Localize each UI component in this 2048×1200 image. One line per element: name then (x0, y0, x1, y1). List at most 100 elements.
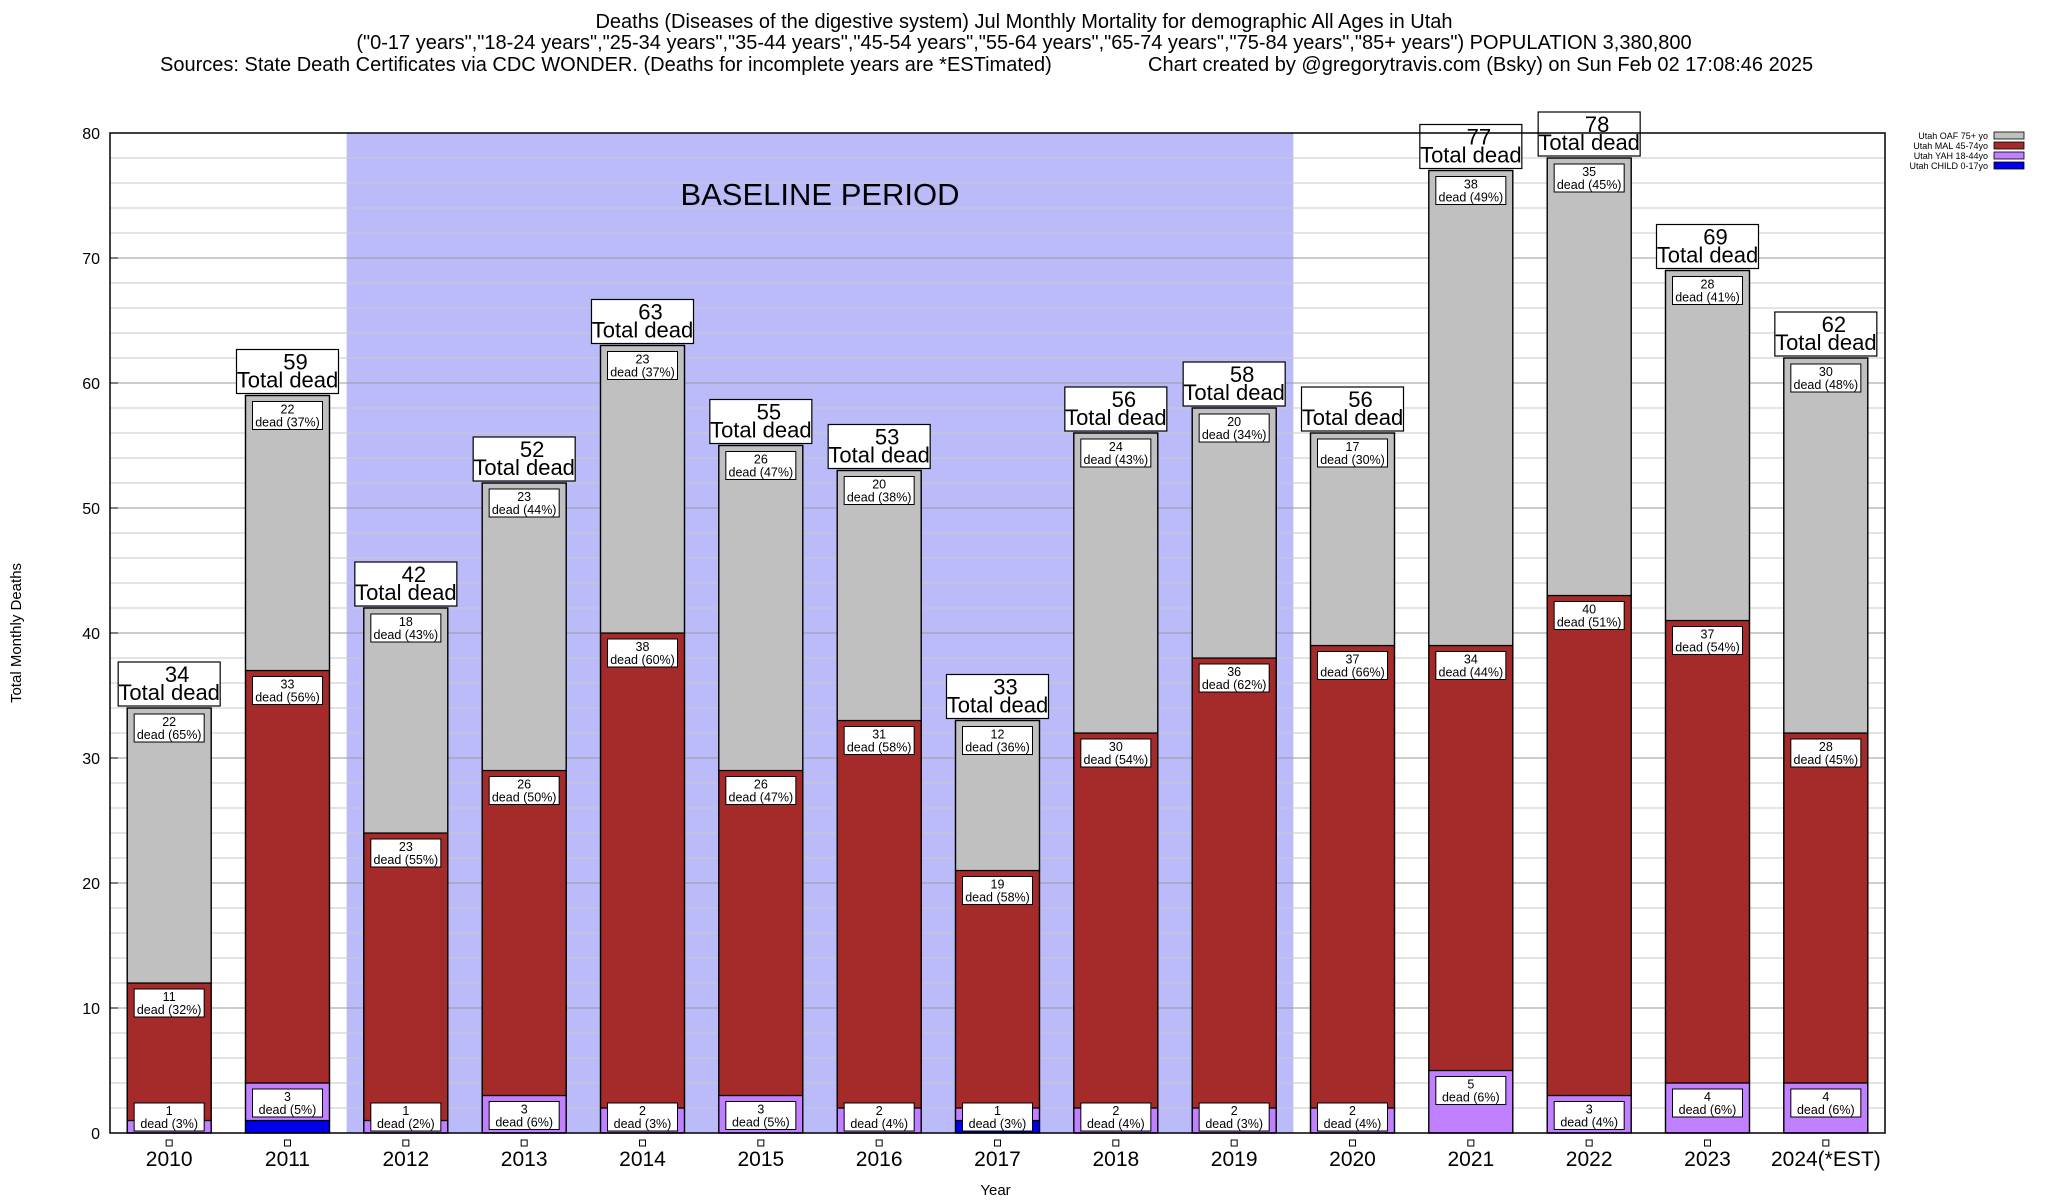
segment-label-box (133, 1102, 205, 1132)
bar-segment (1073, 432, 1159, 734)
base-marker (165, 1139, 173, 1147)
segment-label-box (488, 488, 560, 518)
legend-label: Utah OAF 75+ yo (1918, 131, 1988, 141)
segment-label-box (1317, 1102, 1388, 1132)
segment-label-percent: dead (58%) (847, 741, 912, 755)
bar-segment (363, 832, 449, 1122)
segment-label-percent: dead (51%) (1557, 616, 1622, 630)
segment-label-percent: dead (45%) (1557, 178, 1622, 192)
segment-label-percent: dead (55%) (374, 853, 439, 867)
segment-label-count: 19 (991, 878, 1005, 892)
bar-segment (244, 1119, 331, 1134)
total-label-box (945, 673, 1050, 720)
total-label-suffix: Total dead (592, 318, 694, 343)
segment-label-count: 1 (166, 1104, 173, 1118)
total-label-box (1537, 111, 1641, 157)
segment-label-box (962, 726, 1033, 755)
segment-label-box (488, 776, 560, 805)
bar-segment (126, 707, 212, 984)
segment-label-percent: dead (44%) (492, 503, 557, 517)
segment-label-count: 4 (1822, 1090, 1829, 1104)
x-tick-label: 2013 (501, 1148, 548, 1171)
y-axis-label: Total Monthly Deaths (8, 563, 25, 703)
x-tick-label: 2011 (265, 1148, 310, 1171)
segment-label-box (370, 613, 442, 643)
plot-frame (109, 132, 1886, 1134)
base-marker (1704, 1139, 1711, 1147)
chart-title: Deaths (Diseases of the digestive system… (0, 12, 2048, 54)
segment-label-count: 3 (284, 1090, 291, 1104)
segment-label-count: 36 (1227, 665, 1241, 679)
x-tick-label: 2017 (974, 1148, 1021, 1171)
total-label-value: 56 (1112, 387, 1136, 412)
segment-label-box (1790, 1088, 1862, 1118)
segment-label-box (962, 1102, 1033, 1132)
segment-label-percent: dead (45%) (1794, 753, 1859, 767)
segment-label-count: 5 (1467, 1078, 1474, 1092)
segment-label-percent: dead (5%) (732, 1116, 790, 1130)
segment-label-percent: dead (34%) (1202, 428, 1267, 442)
segment-label-count: 22 (162, 715, 176, 729)
segment-label-box (1435, 1076, 1507, 1105)
x-tick-label: 2021 (1447, 1148, 1494, 1171)
legend-swatch (1993, 151, 2025, 160)
segment-label-percent: dead (2%) (377, 1117, 435, 1131)
segment-label-percent: dead (6%) (1442, 1091, 1500, 1105)
segment-label-count: 2 (1231, 1104, 1238, 1118)
segment-label-count: 33 (281, 678, 295, 692)
segment-label-percent: dead (3%) (969, 1117, 1027, 1131)
total-label-value: 42 (402, 562, 426, 587)
segment-label-count: 2 (639, 1104, 646, 1118)
segment-label-percent: dead (4%) (850, 1117, 908, 1131)
segment-label-box (1435, 176, 1507, 205)
bar-segment (481, 482, 567, 772)
segment-label-count: 23 (517, 490, 531, 504)
segment-label-box (1553, 1101, 1625, 1130)
segment-label-box (370, 838, 442, 868)
bar-segment (1664, 619, 1751, 1084)
segment-label-count: 2 (1349, 1104, 1356, 1118)
x-tick-label: 2024(*EST) (1771, 1148, 1881, 1171)
total-label-box (354, 561, 458, 607)
total-label-suffix: Total dead (1775, 330, 1877, 355)
segment-label-box (1317, 438, 1388, 468)
total-label-box (1300, 386, 1405, 432)
x-tick-label: 2015 (737, 1148, 784, 1171)
segment-label-box (1672, 276, 1743, 305)
segment-label-box (488, 1101, 560, 1130)
base-marker (639, 1139, 646, 1147)
segment-label-count: 23 (399, 840, 413, 854)
segment-label-count: 30 (1109, 740, 1123, 754)
title-line-2: ("0-17 years","18-24 years","25-34 years… (356, 32, 1692, 54)
y-tick-label: 30 (82, 751, 100, 768)
segment-label-box (1553, 163, 1625, 193)
segment-label-percent: dead (30%) (1320, 453, 1385, 467)
x-tick-label: 2016 (856, 1148, 903, 1171)
segment-label-percent: dead (41%) (1675, 291, 1740, 305)
total-label-suffix: Total dead (828, 443, 930, 468)
segment-label-count: 28 (1819, 740, 1833, 754)
total-label-value: 77 (1467, 125, 1491, 150)
base-marker (1585, 1139, 1593, 1147)
bar-segment (1309, 432, 1396, 647)
legend-label: Utah MAL 45-74yo (1913, 141, 1988, 151)
y-tick-label: 0 (91, 1126, 100, 1143)
base-marker (1467, 1139, 1475, 1147)
segment-label-count: 35 (1582, 165, 1596, 179)
total-label-box (117, 661, 221, 707)
bar-segment (718, 444, 804, 772)
total-label-box (1064, 386, 1168, 432)
total-label-box (472, 436, 576, 482)
segment-label-count: 28 (1701, 278, 1715, 292)
segment-label-count: 37 (1701, 628, 1715, 642)
base-marker (520, 1139, 528, 1147)
segment-label-box (1790, 363, 1862, 393)
segment-label-count: 31 (872, 728, 886, 742)
legend-label: Utah CHILD 0-17yo (1909, 161, 1988, 171)
segment-label-percent: dead (3%) (140, 1117, 198, 1131)
total-label-suffix: Total dead (118, 680, 220, 705)
base-marker (402, 1139, 410, 1147)
legend-swatch (1993, 141, 2025, 150)
bar-segment (599, 632, 686, 1109)
base-marker (1230, 1139, 1238, 1147)
